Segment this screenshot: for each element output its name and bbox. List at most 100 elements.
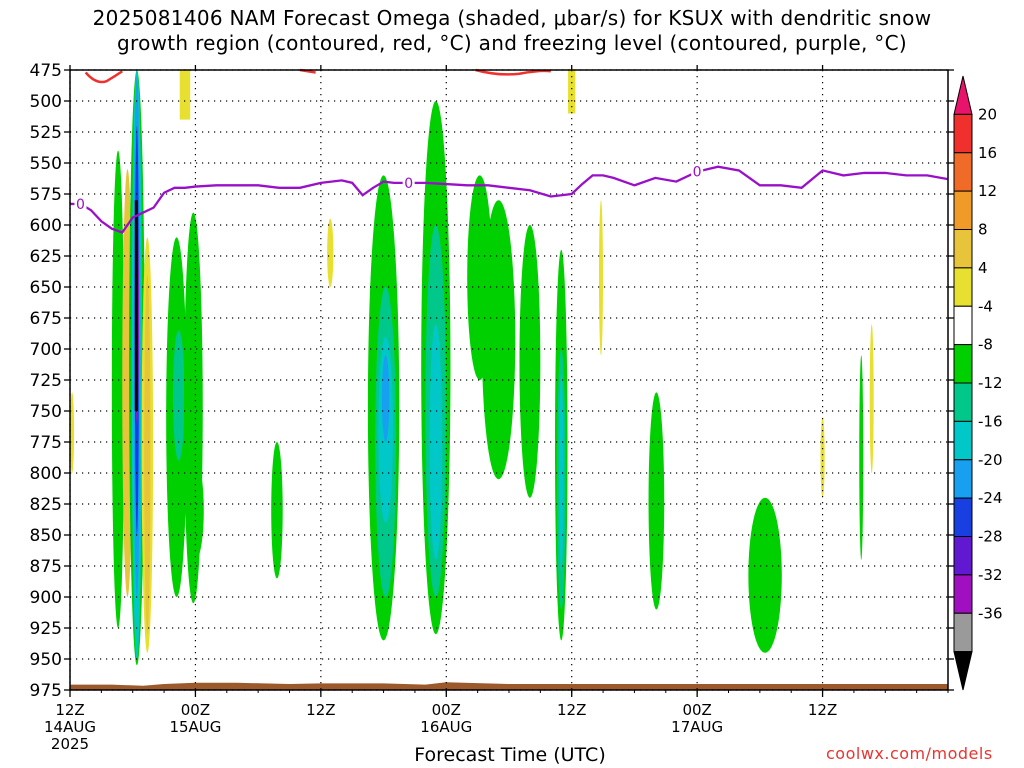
y-tick-label: 550 [30,154,62,174]
y-tick-label: 750 [30,402,62,422]
colorbar-label: 12 [978,182,997,200]
dgz-contour [84,70,123,84]
colorbar-swatch [953,536,973,576]
colorbar-label: -8 [978,336,993,354]
dgz-contour [475,68,551,76]
title-line-1: 2025081406 NAM Forecast Omega (shaded, μ… [92,6,932,30]
omega-shade-region [859,355,864,560]
omega-shade-region [429,324,443,560]
colorbar-swatch [953,190,973,230]
omega-shade-region [568,70,576,114]
x-tick-label: 16AUG [420,718,472,736]
colorbar-swatch [953,420,973,461]
omega-shade-region [598,200,603,356]
freezing-label-bg [402,174,415,191]
y-tick-label: 875 [30,557,62,577]
colorbar-swatch [953,344,973,384]
omega-shade-region [271,442,283,579]
y-tick-label: 725 [30,371,62,391]
colorbar-swatch [953,497,973,537]
x-tick-label: 12Z [55,701,84,719]
colorbar-swatch [953,574,973,614]
colorbar-label: -16 [978,412,1003,430]
omega-shade-region [327,218,334,287]
y-tick-label: 775 [30,433,62,453]
omega-shade-region [70,392,75,474]
x-tick-label: 00Z [432,701,461,719]
colorbar-label: -32 [978,566,1003,584]
y-tick-label: 825 [30,495,62,515]
y-tick-label: 850 [30,526,62,546]
title-line-2: growth region (contoured, red, °C) and f… [117,31,907,55]
freezing-level-label: 0 [76,197,85,213]
freezing-level-label: 0 [693,165,702,181]
omega-shade-region [134,200,138,411]
colorbar-triangle-bottom [953,651,973,691]
colorbar-swatch [953,229,973,269]
chart-title: 2025081406 NAM Forecast Omega (shaded, μ… [0,6,1024,56]
x-tick-label: 00Z [181,701,210,719]
x-tick-label: 12Z [557,701,586,719]
omega-shade-region [382,355,390,442]
colorbar-label: -28 [978,528,1003,546]
colorbar-label: -4 [978,297,993,315]
y-tick-label: 525 [30,123,62,143]
y-tick-label: 575 [30,185,62,205]
x-tick-label: 17AUG [671,718,723,736]
y-tick-label: 600 [30,216,62,236]
colorbar-label: -20 [978,451,1003,469]
omega-shade-region [111,150,125,629]
omega-shade-region [559,373,564,573]
x-tick-label: 12Z [808,701,837,719]
omega-shade-region [144,274,151,635]
x-tick-label: 2025 [51,735,89,753]
colorbar-swatch [953,267,973,307]
x-tick-label: 14AUG [44,718,96,736]
freezing-label-bg [74,195,87,212]
y-tick-label: 700 [30,340,62,360]
freezing-label-bg [691,163,704,180]
colorbar-label: 20 [978,105,997,123]
x-axis-label: Forecast Time (UTC) [414,744,606,766]
x-tick-label: 15AUG [169,718,221,736]
colorbar-swatch [953,382,973,422]
omega-shade-region [648,392,665,610]
colorbar-swatch [953,459,973,499]
x-tick-label: 12Z [306,701,335,719]
x-tick-label: 00Z [682,701,711,719]
omega-shade-region [187,460,204,560]
omega-shade-region [519,225,541,498]
y-tick-label: 925 [30,619,62,639]
freezing-level-label: 0 [404,176,413,192]
y-tick-label: 625 [30,247,62,267]
y-tick-label: 650 [30,278,62,298]
y-tick-label: 950 [30,650,62,670]
freezing-level-line [70,165,949,234]
omega-shade-region [172,330,185,461]
colorbar-label: 16 [978,144,997,162]
y-tick-label: 800 [30,464,62,484]
omega-shade-region [820,417,825,498]
terrain-surface [70,682,948,690]
colorbar-triangle-top [953,75,973,115]
colorbar-label: 8 [978,221,988,239]
colorbar-label: 4 [978,259,988,277]
colorbar-swatch [953,612,973,653]
omega-shade-region [748,497,782,653]
y-tick-label: 500 [30,92,62,112]
y-tick-label: 675 [30,309,62,329]
colorbar-label: -24 [978,489,1003,507]
omega-shade-region [869,324,874,473]
colorbar-label: -36 [978,604,1003,622]
omega-shade-region [481,200,516,480]
credit-link[interactable]: coolwx.com/models [826,744,993,763]
y-tick-label: 475 [30,61,62,81]
y-tick-label: 900 [30,588,62,608]
y-tick-label: 975 [30,681,62,701]
colorbar-swatch [953,113,973,154]
colorbar-label: -12 [978,374,1003,392]
colorbar-swatch [953,152,973,192]
colorbar-swatch [953,305,973,346]
omega-shade-region [179,70,191,120]
